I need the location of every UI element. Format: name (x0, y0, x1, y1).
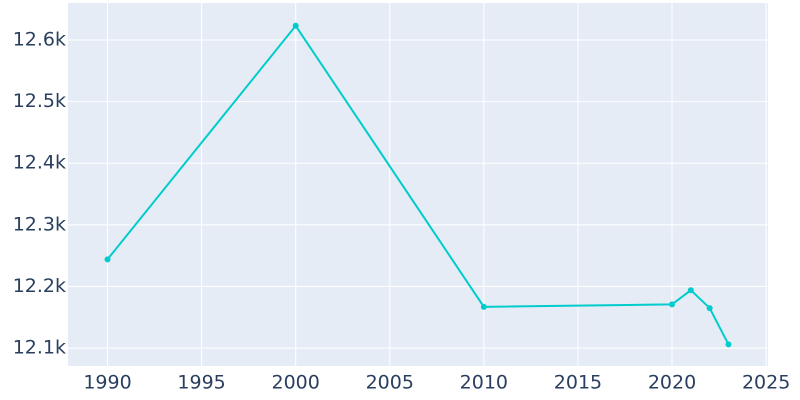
x-tick-label: 2020 (648, 372, 696, 394)
marker (725, 341, 732, 348)
y-tick-label: 12.2k (13, 275, 66, 297)
x-tick-label: 1990 (83, 372, 131, 394)
marker (104, 256, 111, 263)
marker (292, 22, 299, 29)
y-tick-label: 12.4k (13, 152, 66, 174)
x-tick-label: 2000 (272, 372, 320, 394)
marker (669, 301, 676, 308)
y-tick-label: 12.5k (13, 90, 66, 112)
x-tick-label: 2010 (460, 372, 508, 394)
y-tick-label: 12.6k (13, 28, 66, 50)
x-tick-label: 2025 (742, 372, 790, 394)
y-tick-label: 12.3k (13, 213, 66, 235)
x-tick-label: 1995 (177, 372, 225, 394)
plot-area (68, 3, 768, 366)
x-tick-label: 2015 (554, 372, 602, 394)
y-tick-label: 12.1k (13, 337, 66, 359)
x-tick-label: 2005 (366, 372, 414, 394)
marker (687, 287, 694, 294)
marker (480, 303, 487, 310)
marker (706, 305, 713, 312)
